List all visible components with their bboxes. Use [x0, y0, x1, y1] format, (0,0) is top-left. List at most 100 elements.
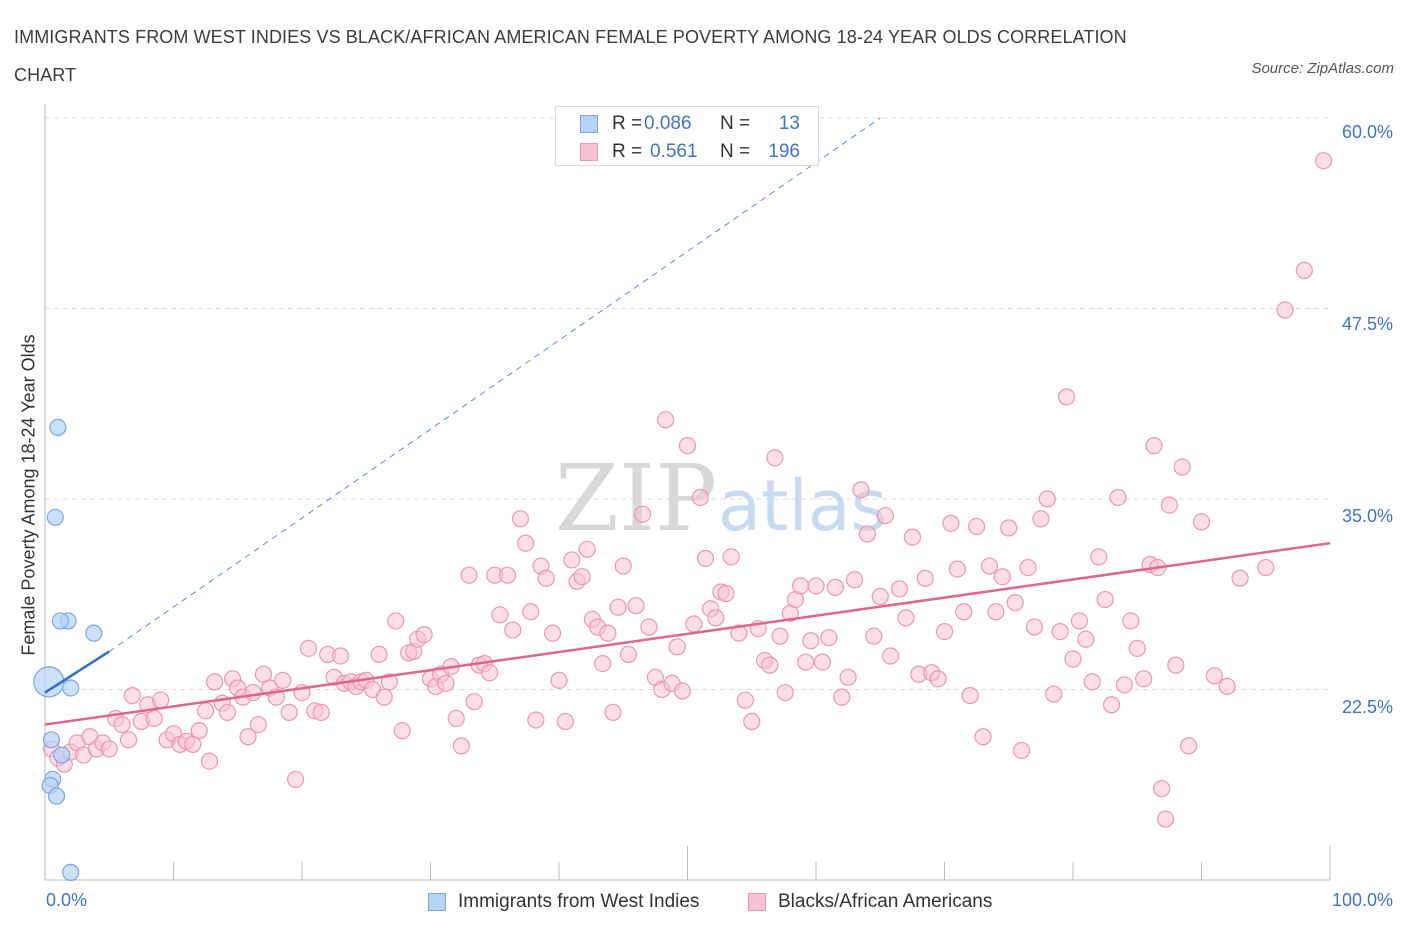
- data-point: [200, 752, 219, 770]
- data-point: [42, 731, 61, 749]
- data-point: [491, 606, 509, 624]
- data-point: [691, 488, 709, 507]
- data-point: [594, 654, 612, 673]
- trendline-west-indies: [44, 650, 110, 694]
- data-point: [393, 722, 411, 740]
- data-point: [685, 615, 703, 633]
- data-point: [85, 624, 103, 642]
- data-point: [387, 612, 405, 630]
- watermark-zip: ZIP: [555, 445, 717, 552]
- data-point: [1135, 670, 1153, 688]
- data-point: [614, 557, 632, 575]
- data-point: [820, 629, 838, 647]
- data-point: [1064, 650, 1082, 668]
- data-point: [791, 577, 810, 595]
- data-point: [858, 525, 877, 543]
- data-point: [1045, 685, 1063, 703]
- series-immigrants-west-indies: [33, 418, 103, 881]
- data-point: [968, 517, 986, 536]
- data-point: [550, 671, 568, 689]
- data-point: [935, 622, 954, 641]
- n-value: 196: [768, 141, 800, 162]
- data-point: [916, 569, 934, 587]
- data-point: [1145, 437, 1163, 455]
- data-point: [578, 540, 596, 558]
- data-point: [447, 709, 465, 728]
- data-point: [312, 703, 330, 721]
- legend-item-blacks: Blacks/African Americans: [748, 890, 992, 914]
- data-point: [1257, 558, 1275, 577]
- data-point: [599, 624, 617, 642]
- data-point: [437, 674, 455, 693]
- data-point: [331, 647, 350, 665]
- data-point: [49, 418, 67, 436]
- chart-title: IMMIGRANTS FROM WEST INDIES VS BLACK/AFR…: [14, 27, 1127, 85]
- data-point: [190, 722, 208, 740]
- data-point: [244, 683, 262, 702]
- legend-row-west-indies: R = 0.086 N = 13: [580, 112, 800, 136]
- data-point: [415, 626, 433, 644]
- data-point: [776, 683, 794, 702]
- r-value: 0.086: [644, 113, 692, 134]
- data-point: [807, 577, 825, 595]
- data-point: [556, 712, 575, 731]
- data-point: [1025, 618, 1044, 636]
- data-point: [1083, 673, 1101, 691]
- trendline-west-indies-extension: [108, 117, 881, 652]
- data-point: [206, 673, 224, 691]
- data-point: [929, 670, 947, 688]
- data-point: [573, 568, 591, 586]
- data-point: [370, 645, 388, 664]
- data-point: [802, 632, 820, 650]
- data-point: [1109, 488, 1127, 507]
- data-point: [797, 653, 815, 671]
- data-point: [1038, 490, 1056, 508]
- data-point: [465, 693, 483, 711]
- trendlines: [44, 117, 1331, 726]
- data-point: [1019, 558, 1037, 577]
- data-point: [668, 638, 686, 656]
- data-point: [47, 787, 66, 805]
- data-point: [987, 603, 1005, 621]
- data-point: [511, 510, 530, 528]
- data-point: [993, 568, 1011, 586]
- data-point: [1153, 779, 1171, 798]
- data-point: [657, 411, 675, 429]
- n-value: 13: [778, 113, 800, 134]
- data-point: [152, 691, 170, 709]
- data-point: [696, 549, 715, 568]
- data-point: [51, 612, 70, 630]
- blue-swatch: [580, 115, 598, 133]
- data-point: [980, 557, 999, 575]
- data-point: [604, 703, 622, 721]
- data-point: [119, 731, 138, 749]
- x-tick-label: 100.0%: [1331, 890, 1393, 910]
- y-axis-label: Female Poverty Among 18-24 Year Olds: [18, 334, 39, 656]
- data-point: [100, 740, 118, 758]
- r-label: R =: [612, 141, 643, 162]
- data-point: [897, 609, 915, 627]
- data-point: [974, 728, 992, 746]
- y-tick-label: 47.5%: [1341, 314, 1393, 334]
- data-point: [563, 551, 581, 569]
- data-point: [1218, 677, 1236, 696]
- data-point: [761, 656, 779, 674]
- data-point: [280, 703, 298, 721]
- data-point: [1115, 676, 1134, 694]
- data-point: [1192, 513, 1211, 531]
- data-point: [903, 528, 921, 546]
- data-point: [452, 737, 470, 755]
- data-point: [743, 712, 761, 731]
- data-point: [218, 703, 237, 721]
- data-point: [736, 691, 754, 709]
- data-point: [375, 688, 393, 706]
- data-point: [46, 508, 64, 526]
- data-point: [845, 571, 864, 589]
- data-point: [1180, 737, 1198, 755]
- data-point: [890, 580, 909, 598]
- data-point: [286, 770, 305, 789]
- x-tick-label: 0.0%: [46, 890, 88, 910]
- data-point: [640, 618, 658, 636]
- y-tick-label: 22.5%: [1341, 697, 1393, 717]
- data-point: [1160, 496, 1178, 514]
